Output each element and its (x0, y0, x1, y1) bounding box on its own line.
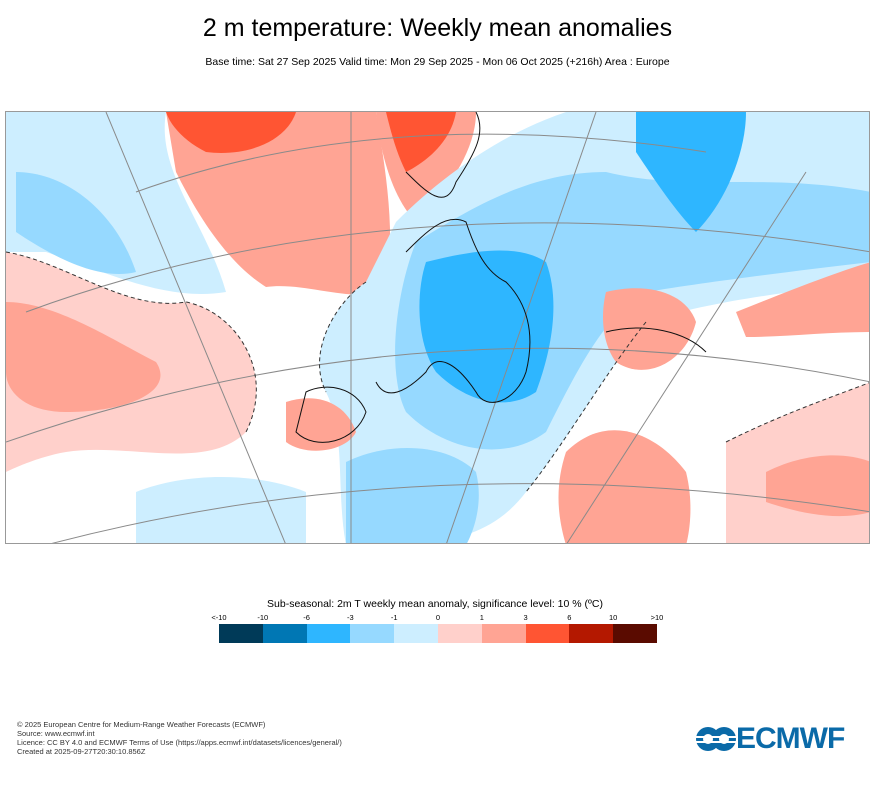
colorbar-tick-label: -6 (303, 613, 310, 622)
colorbar-tick-label: -10 (257, 613, 269, 622)
colorbar-swatch (219, 624, 263, 643)
colorbar-swatch (394, 624, 438, 643)
cool-region-labrador (16, 172, 136, 274)
warm-region-north-africa (558, 430, 691, 543)
created-text: Created at 2025-09-27T20:30:10.856Z (17, 747, 146, 756)
graticule (6, 112, 869, 543)
cool-region-north-africa-west (136, 477, 306, 543)
colorbar-swatch (569, 624, 614, 643)
colorbar-swatch (481, 624, 526, 643)
warm-region-atlantic-core (6, 302, 161, 412)
colorbar-swatch (525, 624, 570, 643)
colorbar-tick-label: 10 (609, 613, 618, 622)
colorbar-swatch (613, 624, 657, 643)
colorbar (219, 624, 657, 643)
copyright-text: © 2025 European Centre for Medium-Range … (17, 720, 266, 729)
colorbar-swatch (262, 624, 307, 643)
colorbar-tick-label: <-10 (211, 613, 227, 622)
ecmwf-logo-text: ECMWF (736, 722, 845, 755)
map-svg (6, 112, 869, 543)
licence-text: Licence: CC BY 4.0 and ECMWF Terms of Us… (17, 738, 342, 747)
source-text: Source: www.ecmwf.int (17, 729, 95, 738)
chart-title: 2 m temperature: Weekly mean anomalies (202, 14, 673, 42)
colorbar-tick-label: -3 (347, 613, 354, 622)
colorbar-swatch (306, 624, 351, 643)
hot-region-norway (386, 112, 456, 172)
coastlines (295, 112, 707, 443)
chart-subtitle: Base time: Sat 27 Sep 2025 Valid time: M… (205, 56, 670, 68)
warm-region-greenland (166, 112, 296, 153)
colorbar-tick-label: >10 (650, 613, 664, 622)
colorbar-tick-label: 0 (435, 613, 441, 622)
colorbar-tick-label: -1 (390, 613, 398, 622)
colorbar-swatch (350, 624, 395, 643)
temperature-anomaly-map (5, 111, 870, 544)
cold-core-russia (636, 112, 746, 232)
colorbar-title: Sub-seasonal: 2m T weekly mean anomaly, … (267, 598, 603, 610)
colorbar-ticks: <-10 -10 -6 -3 -1 0 1 3 6 10 >10 (0, 613, 875, 625)
cold-core-central-europe (419, 250, 554, 403)
warm-region-greenland-sea (166, 112, 391, 295)
colorbar-tick-label: 6 (567, 613, 572, 622)
colorbar-tick-label: 1 (479, 613, 484, 622)
ecmwf-logo: ECMWF (696, 722, 845, 756)
footer: © 2025 European Centre for Medium-Range … (17, 720, 342, 756)
colorbar-swatch (437, 624, 482, 643)
ecmwf-logo-icon (696, 727, 736, 751)
colorbar-tick-label: 3 (523, 613, 528, 622)
warm-region-caspian (736, 262, 869, 337)
cool-region-mediterranean (346, 448, 479, 543)
significance-contours (6, 251, 869, 493)
